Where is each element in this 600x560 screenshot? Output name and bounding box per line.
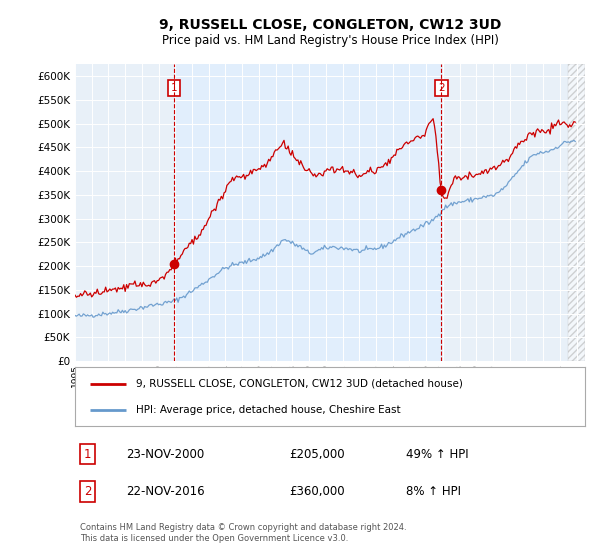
Text: 49% ↑ HPI: 49% ↑ HPI xyxy=(407,448,469,461)
Bar xyxy=(174,64,442,361)
Text: 1: 1 xyxy=(170,83,177,93)
Bar xyxy=(568,64,585,361)
Text: Price paid vs. HM Land Registry's House Price Index (HPI): Price paid vs. HM Land Registry's House … xyxy=(161,34,499,47)
Text: 2: 2 xyxy=(84,485,91,498)
Text: 1: 1 xyxy=(84,448,91,461)
Text: 9, RUSSELL CLOSE, CONGLETON, CW12 3UD: 9, RUSSELL CLOSE, CONGLETON, CW12 3UD xyxy=(159,18,501,32)
Text: 23-NOV-2000: 23-NOV-2000 xyxy=(126,448,204,461)
Text: £205,000: £205,000 xyxy=(289,448,345,461)
Text: Contains HM Land Registry data © Crown copyright and database right 2024.
This d: Contains HM Land Registry data © Crown c… xyxy=(80,523,407,543)
Text: 8% ↑ HPI: 8% ↑ HPI xyxy=(407,485,461,498)
Text: 9, RUSSELL CLOSE, CONGLETON, CW12 3UD (detached house): 9, RUSSELL CLOSE, CONGLETON, CW12 3UD (d… xyxy=(136,379,463,389)
Text: £360,000: £360,000 xyxy=(289,485,345,498)
Text: HPI: Average price, detached house, Cheshire East: HPI: Average price, detached house, Ches… xyxy=(136,405,401,415)
Text: 22-NOV-2016: 22-NOV-2016 xyxy=(126,485,205,498)
Text: 2: 2 xyxy=(438,83,445,93)
